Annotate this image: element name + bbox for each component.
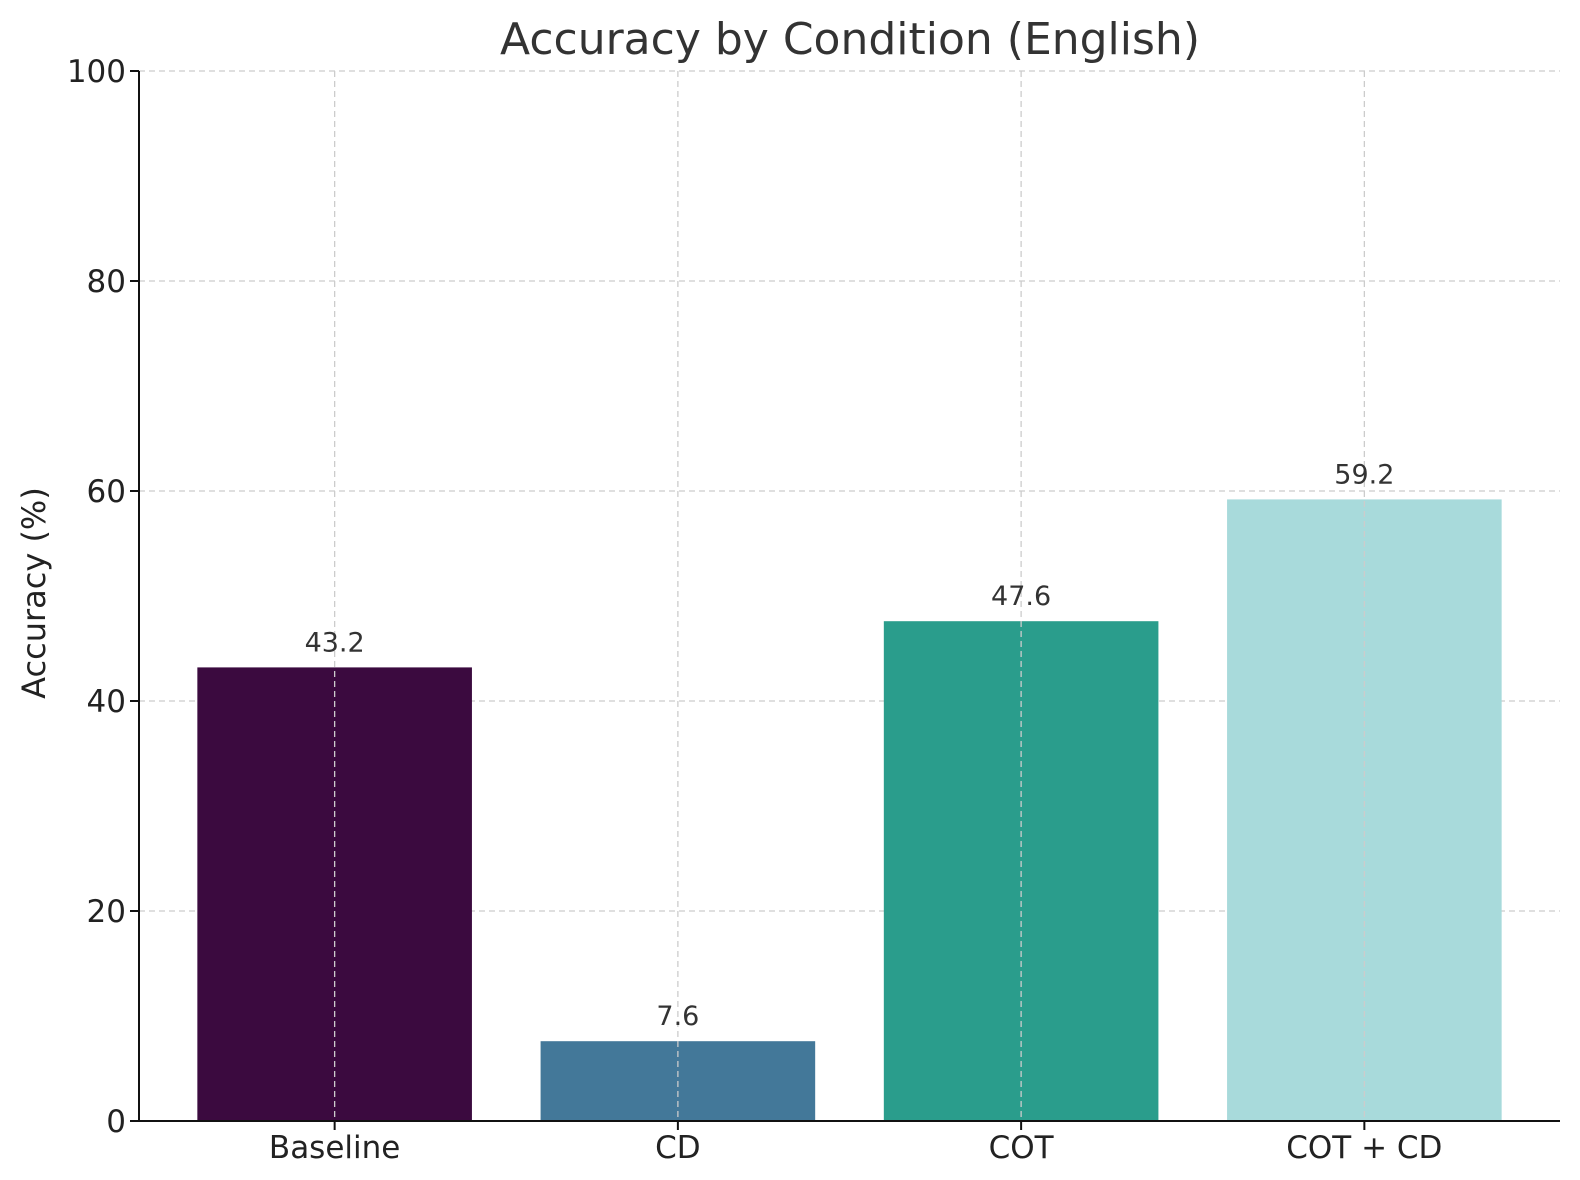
- data-label: 43.2: [305, 627, 365, 658]
- y-tick-label: 60: [87, 474, 126, 510]
- y-tick-label: 80: [87, 264, 126, 300]
- x-tick-label: Baseline: [269, 1130, 400, 1166]
- y-tick-label: 100: [67, 54, 126, 90]
- axes: 0 20 40 60 80 100 Baseline CD COT COT + CD: [67, 54, 1560, 1166]
- data-label: 7.6: [656, 1001, 699, 1032]
- x-tick-label: CD: [655, 1130, 701, 1166]
- bars: [197, 499, 1502, 1121]
- y-tick-label: 40: [87, 684, 126, 720]
- y-tick-label: 0: [106, 1104, 126, 1140]
- chart-title: Accuracy by Condition (English): [500, 14, 1200, 65]
- x-tick-label: COT: [989, 1130, 1055, 1166]
- data-label: 47.6: [991, 581, 1051, 612]
- y-tick-label: 20: [87, 894, 126, 930]
- data-label: 59.2: [1334, 459, 1394, 490]
- data-labels: 43.2 7.6 47.6 59.2: [305, 459, 1395, 1032]
- vertical-grid-lines: [333, 71, 1366, 1121]
- y-axis-label: Accuracy (%): [15, 487, 53, 699]
- x-tick-label: COT + CD: [1286, 1130, 1442, 1166]
